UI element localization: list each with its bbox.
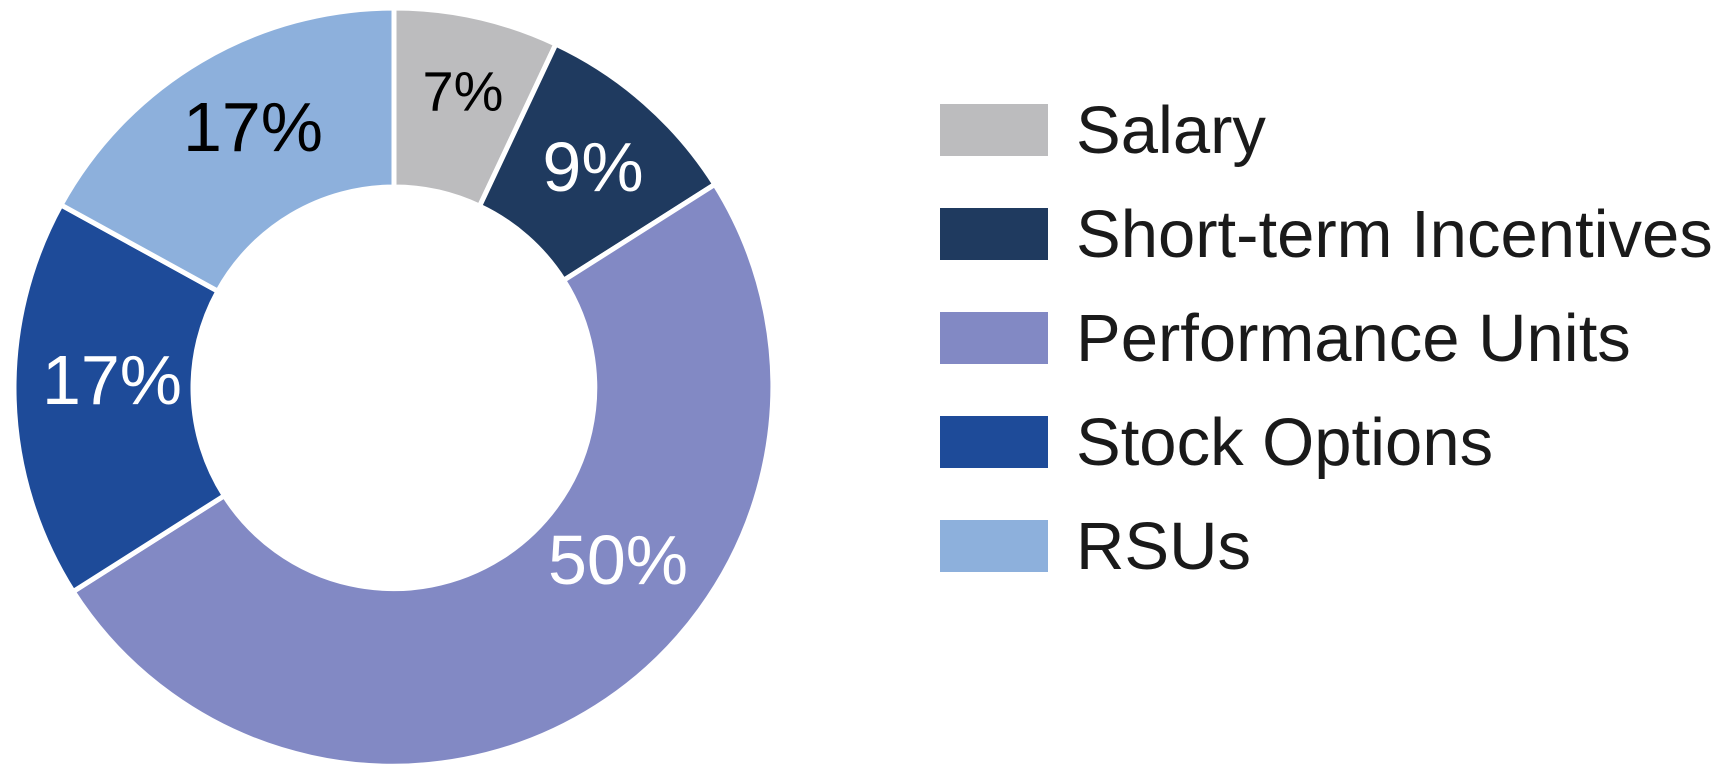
- legend-swatch-performance-units: [940, 312, 1048, 364]
- pct-label-rsus: 17%: [183, 88, 323, 166]
- donut-chart-svg: 7% 9% 50% 17% 17%: [11, 5, 776, 769]
- legend-swatch-stock-options: [940, 416, 1048, 468]
- donut-chart: 7% 9% 50% 17% 17%: [0, 0, 790, 770]
- legend-item-short-term-incentives: Short-term Incentives: [940, 201, 1712, 268]
- legend-label-performance-units: Performance Units: [1076, 300, 1631, 376]
- legend-swatch-short-term-incentives: [940, 208, 1048, 260]
- slice-stock-options: [11, 201, 228, 596]
- pct-label-short-term-incentives: 9%: [542, 128, 643, 206]
- chart-legend: Salary Short-term Incentives Performance…: [940, 97, 1712, 624]
- legend-swatch-salary: [940, 104, 1048, 156]
- legend-label-short-term-incentives: Short-term Incentives: [1076, 196, 1712, 272]
- legend-label-salary: Salary: [1076, 92, 1266, 168]
- pct-label-stock-options: 17%: [42, 341, 182, 419]
- legend-item-salary: Salary: [940, 97, 1712, 164]
- legend-item-rsus: RSUs: [940, 513, 1712, 580]
- slice-rsus: [57, 5, 397, 295]
- pct-label-salary: 7%: [423, 60, 504, 123]
- legend-label-rsus: RSUs: [1076, 508, 1251, 584]
- pct-label-performance-units: 50%: [548, 521, 688, 599]
- legend-label-stock-options: Stock Options: [1076, 404, 1494, 480]
- slice-performance-units: [69, 180, 776, 769]
- legend-swatch-rsus: [940, 520, 1048, 572]
- legend-item-stock-options: Stock Options: [940, 409, 1712, 476]
- legend-item-performance-units: Performance Units: [940, 305, 1712, 372]
